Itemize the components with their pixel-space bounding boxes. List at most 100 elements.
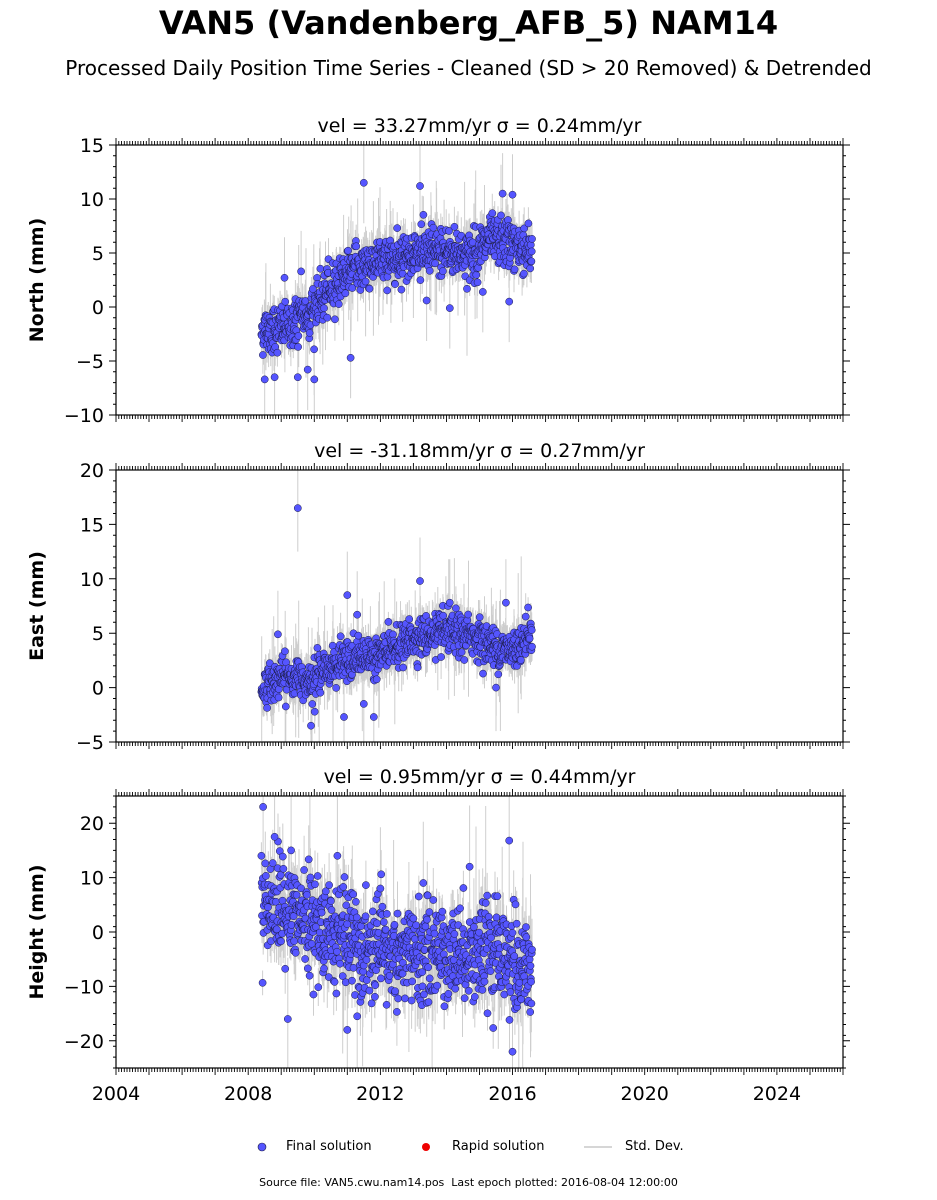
panel-data	[257, 796, 536, 1068]
y-tick-label: −10	[64, 405, 104, 427]
data-point	[341, 289, 350, 298]
data-point	[393, 1008, 401, 1016]
data-point	[303, 964, 312, 973]
data-point	[294, 343, 302, 351]
data-point	[407, 996, 416, 1005]
data-point	[489, 1024, 498, 1032]
x-ticks	[115, 789, 844, 1075]
data-point	[437, 653, 445, 661]
data-point	[423, 891, 432, 900]
data-point	[517, 995, 526, 1004]
data-point	[391, 280, 399, 288]
data-point	[527, 999, 536, 1008]
y-tick-label: 15	[80, 514, 104, 536]
data-point	[424, 998, 433, 1006]
data-point	[520, 224, 529, 233]
data-point	[445, 304, 454, 312]
data-point	[261, 859, 270, 868]
data-point	[382, 1000, 391, 1009]
data-point	[486, 967, 495, 975]
data-point	[336, 632, 345, 641]
data-point	[342, 901, 351, 910]
x-tick-label: 2004	[92, 1083, 140, 1105]
data-point	[258, 978, 267, 987]
data-point	[456, 904, 464, 913]
data-point	[526, 264, 535, 273]
data-point	[472, 271, 481, 279]
data-point	[409, 914, 418, 923]
y-ticks	[109, 144, 850, 416]
data-point	[293, 504, 302, 512]
data-point	[303, 365, 312, 374]
data-point	[457, 648, 466, 657]
y-tick-label: 10	[80, 189, 104, 211]
data-point	[473, 278, 482, 287]
data-point	[361, 277, 370, 286]
data-point	[505, 836, 514, 845]
time-series-figure: −10 −5 0 5 10 15 vel = 33.27mm/yr σ = 0.24mm/y…	[26, 115, 850, 1105]
data-point	[377, 870, 386, 879]
data-point	[412, 921, 420, 930]
data-point	[440, 1002, 449, 1011]
data-point	[354, 631, 363, 640]
data-point	[346, 353, 355, 362]
data-point	[405, 615, 414, 623]
data-point	[320, 964, 328, 973]
data-point	[401, 994, 409, 1003]
data-point	[480, 977, 489, 986]
data-point	[287, 846, 295, 855]
data-point	[524, 219, 533, 228]
data-point	[430, 929, 439, 938]
data-point	[343, 1026, 352, 1034]
data-point	[334, 300, 343, 308]
data-point	[483, 891, 492, 900]
data-point	[416, 577, 424, 585]
data-point	[452, 604, 460, 613]
data-point	[413, 663, 422, 672]
y-tick-label: 0	[92, 297, 104, 319]
data-point	[445, 598, 454, 607]
data-point	[475, 928, 483, 937]
data-point	[460, 994, 469, 1003]
data-point	[508, 190, 517, 199]
data-point	[274, 630, 282, 639]
data-point	[367, 999, 376, 1008]
data-point	[478, 986, 487, 994]
data-point	[339, 883, 348, 891]
data-point	[341, 978, 350, 987]
data-point	[320, 304, 328, 313]
data-point	[521, 612, 530, 621]
data-point	[309, 990, 318, 999]
data-point	[527, 977, 535, 986]
footer-source-file: Source file: VAN5.cwu.nam14.pos	[259, 1176, 445, 1189]
data-point	[310, 375, 319, 384]
data-point	[310, 707, 319, 716]
data-point	[383, 910, 391, 918]
data-point	[327, 906, 336, 914]
data-point	[304, 855, 313, 864]
data-point	[310, 345, 318, 354]
data-point	[305, 971, 314, 980]
panel-data	[257, 470, 536, 742]
data-point	[445, 227, 453, 235]
data-point	[416, 276, 425, 284]
data-point	[418, 968, 427, 976]
data-point	[338, 972, 347, 980]
data-point	[332, 989, 341, 998]
data-point	[505, 297, 514, 306]
data-point	[353, 610, 362, 619]
data-point	[470, 992, 479, 1001]
data-point	[362, 881, 370, 889]
data-point	[464, 610, 473, 619]
data-point	[280, 273, 289, 282]
std-dev-line-icon	[584, 1146, 612, 1148]
data-point	[309, 285, 317, 293]
data-point	[352, 913, 361, 922]
y-axis-label: Height (mm)	[26, 864, 48, 999]
data-point	[506, 988, 515, 996]
data-point	[394, 994, 402, 1003]
data-point	[317, 908, 326, 917]
data-point	[527, 247, 536, 256]
x-ticks	[115, 138, 844, 422]
data-point	[351, 991, 359, 999]
